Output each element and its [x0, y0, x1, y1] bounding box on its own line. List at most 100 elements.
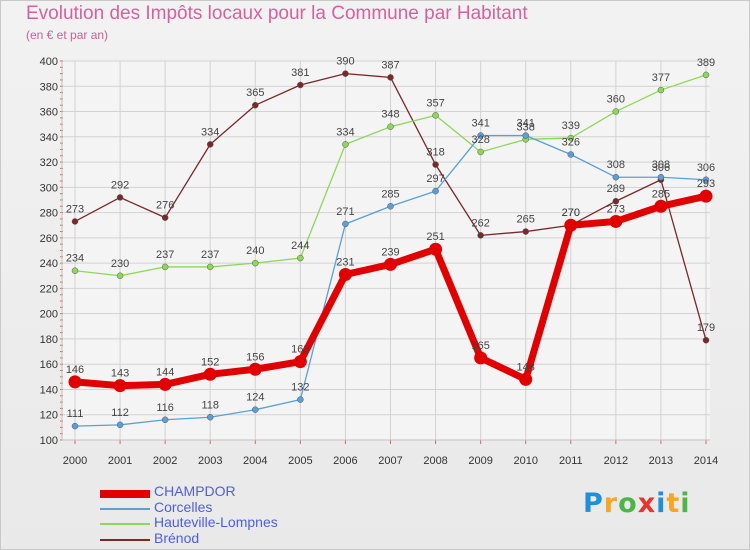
- data-label: 306: [652, 162, 670, 174]
- data-point: [609, 214, 623, 228]
- data-label: 276: [156, 200, 174, 212]
- data-point: [564, 218, 578, 232]
- y-tick-label: 380: [40, 81, 58, 93]
- y-tick-label: 100: [40, 435, 58, 447]
- data-point: [161, 214, 169, 221]
- data-label: 334: [201, 126, 219, 138]
- data-label: 273: [66, 203, 84, 215]
- data-point: [113, 379, 127, 393]
- data-point: [612, 108, 620, 115]
- data-label: 116: [156, 402, 174, 414]
- data-point: [297, 396, 304, 403]
- data-point: [71, 267, 79, 274]
- y-tick-label: 120: [40, 410, 58, 422]
- y-tick-label: 360: [40, 107, 58, 119]
- data-label: 326: [562, 136, 580, 148]
- legend-swatch: [100, 523, 150, 525]
- data-label: 390: [336, 56, 354, 68]
- x-tick-label: 2012: [604, 455, 628, 467]
- data-point: [297, 254, 304, 262]
- data-point: [702, 336, 710, 344]
- x-tick-label: 2014: [694, 455, 718, 467]
- data-label: 377: [652, 72, 670, 84]
- y-tick-label: 180: [40, 334, 58, 346]
- data-point: [612, 197, 620, 205]
- x-tick-label: 2005: [288, 455, 312, 467]
- data-label: 328: [471, 134, 489, 146]
- data-point: [432, 112, 439, 119]
- data-label: 306: [697, 162, 715, 174]
- data-label: 285: [652, 188, 670, 200]
- data-point: [252, 406, 259, 413]
- data-label: 240: [246, 245, 264, 257]
- logo-letter: P: [583, 488, 604, 519]
- y-tick-label: 300: [40, 182, 58, 194]
- data-point: [203, 367, 217, 381]
- data-label: 132: [291, 382, 309, 394]
- legend-label: Corcelles: [154, 498, 213, 515]
- data-point: [158, 377, 172, 391]
- x-tick-label: 2008: [423, 455, 447, 467]
- data-label: 341: [517, 118, 535, 130]
- data-label: 156: [246, 351, 264, 363]
- y-tick-label: 320: [40, 157, 58, 169]
- data-label: 381: [291, 67, 309, 79]
- x-tick-label: 2003: [198, 455, 222, 467]
- logo-letter: x: [637, 488, 657, 519]
- data-point: [432, 187, 439, 195]
- logo-letter: i: [656, 488, 667, 519]
- data-label: 162: [291, 344, 309, 356]
- data-label: 270: [562, 207, 580, 219]
- data-point: [206, 263, 214, 271]
- data-label: 297: [426, 173, 444, 185]
- y-tick-label: 340: [40, 132, 58, 144]
- data-point: [387, 74, 394, 81]
- data-point: [477, 232, 484, 239]
- data-label: 152: [201, 356, 219, 368]
- data-label: 338: [517, 121, 535, 133]
- legend-label: Brénod: [154, 529, 200, 546]
- proxiti-logo: Proxiti: [583, 488, 691, 519]
- data-label: 146: [66, 364, 84, 376]
- x-tick-label: 2000: [63, 455, 87, 467]
- data-point: [702, 176, 710, 184]
- data-label: 143: [111, 368, 129, 380]
- data-point: [68, 375, 82, 389]
- data-point: [699, 189, 713, 203]
- y-tick-label: 140: [40, 384, 58, 396]
- data-label: 270: [562, 207, 580, 219]
- data-point: [71, 218, 79, 225]
- data-label: 339: [562, 120, 580, 132]
- data-point: [477, 132, 484, 139]
- logo-letter: o: [618, 488, 638, 519]
- data-label: 285: [381, 188, 399, 200]
- data-label: 237: [156, 249, 174, 261]
- data-point: [519, 372, 533, 386]
- data-label: 357: [426, 97, 444, 109]
- data-point: [522, 228, 529, 235]
- data-point: [116, 421, 124, 429]
- data-point: [206, 414, 214, 421]
- data-label: 387: [381, 59, 399, 71]
- data-label: 271: [336, 206, 354, 218]
- data-point: [612, 173, 620, 181]
- data-label: 341: [471, 118, 489, 130]
- data-label: 292: [111, 179, 129, 191]
- data-point: [657, 173, 665, 181]
- data-point: [342, 141, 349, 148]
- data-label: 308: [652, 159, 670, 171]
- data-point: [387, 203, 394, 210]
- data-label: 365: [246, 87, 264, 99]
- data-point: [338, 268, 352, 282]
- data-label: 244: [291, 240, 309, 252]
- logo-letter: t: [666, 488, 681, 519]
- data-point: [248, 362, 262, 376]
- logo-letter: i: [680, 488, 691, 519]
- legend-label: Hauteville-Lompnes: [154, 514, 278, 530]
- data-label: 144: [156, 366, 174, 378]
- data-label: 179: [697, 322, 715, 334]
- data-point: [387, 123, 394, 130]
- y-tick-label: 280: [40, 208, 58, 220]
- data-point: [342, 220, 349, 228]
- data-label: 124: [246, 392, 264, 404]
